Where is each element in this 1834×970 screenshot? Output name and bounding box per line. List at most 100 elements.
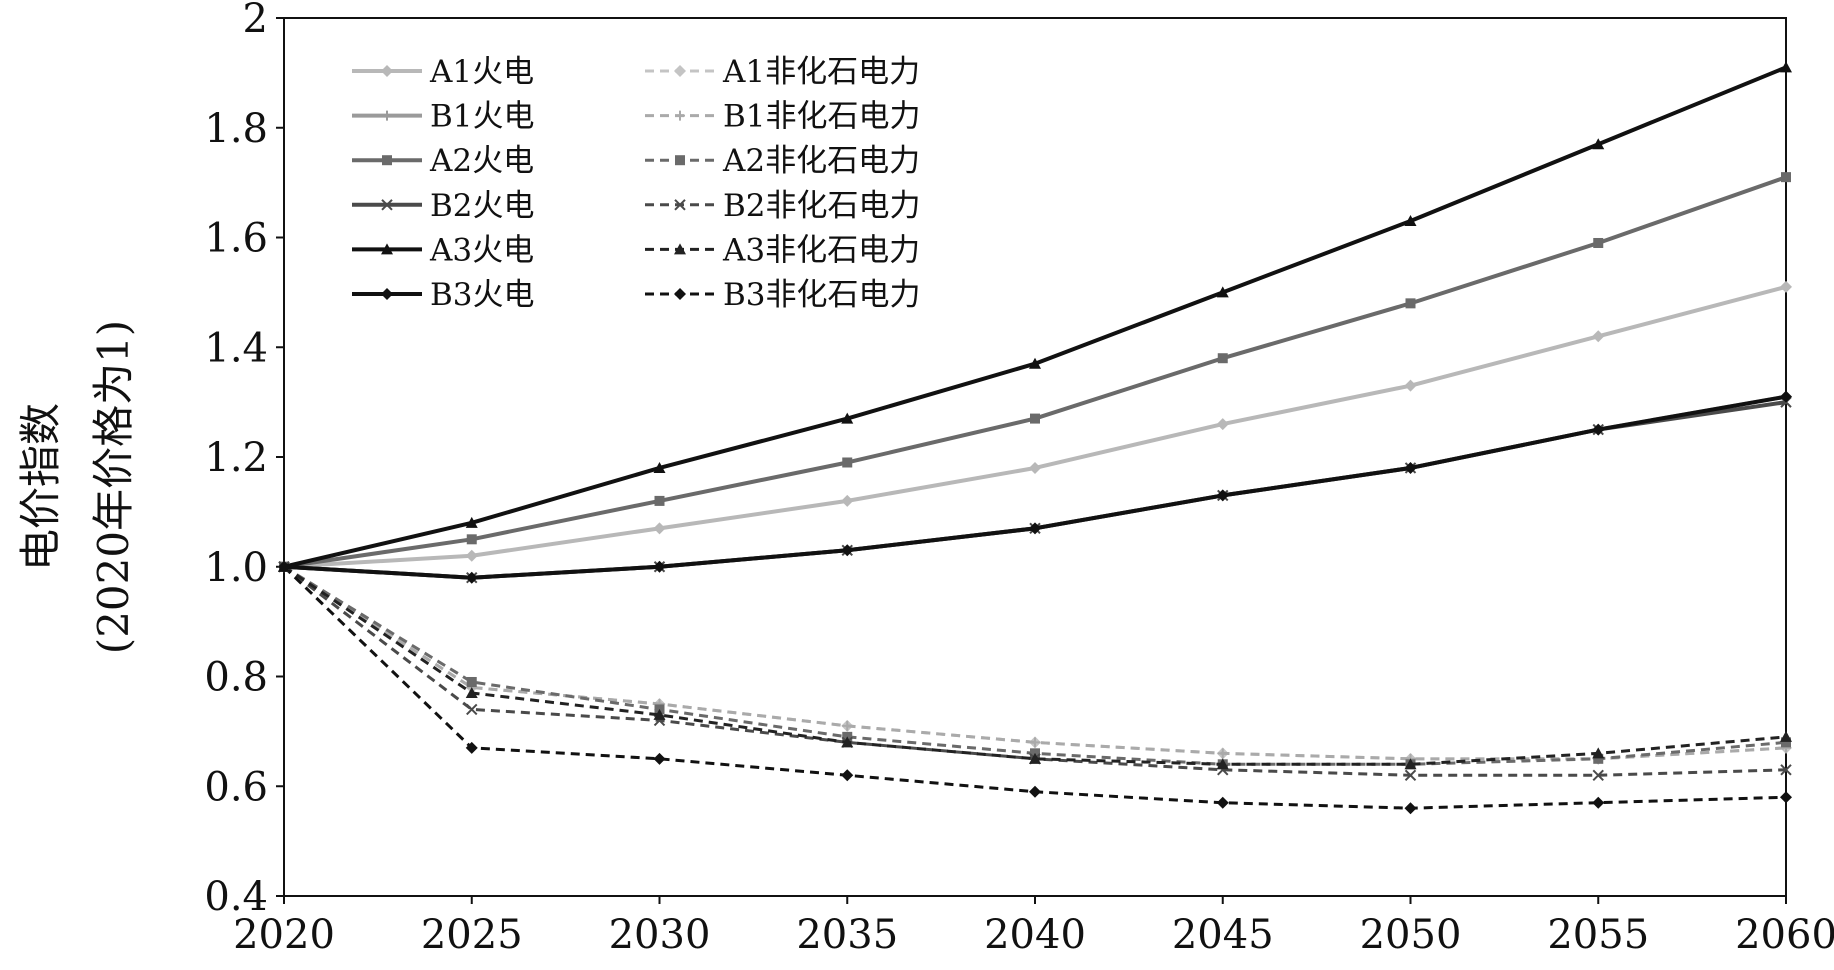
series-8-line bbox=[283, 565, 1787, 761]
series-3-point bbox=[466, 534, 477, 545]
series-5-point bbox=[1780, 61, 1792, 73]
series-6-point bbox=[278, 560, 290, 573]
series-11-line bbox=[283, 565, 1787, 766]
legend-label: A1火电 bbox=[429, 54, 534, 90]
legend-label: B2火电 bbox=[430, 188, 535, 224]
series-11-point bbox=[841, 736, 854, 748]
series-10-point bbox=[466, 703, 478, 716]
series-1-point bbox=[1780, 280, 1792, 293]
legend-marker bbox=[381, 243, 393, 255]
y-tick-label: 2 bbox=[243, 0, 268, 42]
x-axis: 2020 2025 2030 2035 2040 2045 2050 2055 2060 bbox=[233, 896, 1834, 958]
y-axis-title-line2: (2020年价格为1) bbox=[89, 320, 138, 654]
series-12-point bbox=[1780, 791, 1792, 804]
series-3-point bbox=[1217, 353, 1228, 364]
series-11-point bbox=[465, 686, 478, 698]
legend-marker bbox=[381, 65, 393, 77]
series-11-point bbox=[1592, 747, 1605, 759]
legend-item: B3火电 bbox=[352, 277, 535, 313]
series-3-point bbox=[1405, 298, 1416, 309]
legend-marker bbox=[381, 288, 393, 300]
legend-label: A3非化石电力 bbox=[722, 232, 920, 268]
series-12-point bbox=[841, 769, 854, 782]
legend-label: B1非化石电力 bbox=[723, 99, 921, 135]
series-12-point bbox=[1029, 785, 1041, 798]
legend-item: A1非化石电力 bbox=[645, 54, 920, 90]
y-tick-label: 1.0 bbox=[204, 545, 268, 591]
x-tick-label: 2035 bbox=[796, 912, 898, 958]
x-tick-label: 2025 bbox=[421, 912, 523, 958]
series-10-point bbox=[1404, 769, 1417, 781]
y-tick-label: 1.8 bbox=[204, 106, 268, 152]
series-12-point bbox=[653, 752, 666, 765]
legend-label: A2非化石电力 bbox=[722, 143, 920, 179]
series-5-point bbox=[465, 516, 478, 528]
series-1-point bbox=[1216, 418, 1229, 431]
series-1-point bbox=[1592, 330, 1605, 343]
legend-label: A3火电 bbox=[429, 232, 534, 268]
series-8-point bbox=[1030, 737, 1040, 748]
legend-marker bbox=[674, 65, 686, 77]
legend-item: A3火电 bbox=[352, 232, 534, 268]
y-axis: 0.4 0.6 0.8 1.0 1.2 1.4 1.6 1.8 2 bbox=[204, 0, 284, 920]
x-tick-label: 2050 bbox=[1360, 912, 1462, 958]
series-5-point bbox=[1592, 138, 1605, 150]
series-11-point bbox=[653, 708, 666, 720]
series-1-point bbox=[841, 494, 854, 507]
series-3-point bbox=[1593, 237, 1604, 248]
series-6-point bbox=[841, 544, 854, 557]
legend-item: A1火电 bbox=[352, 54, 534, 90]
legend-marker bbox=[382, 155, 392, 166]
series-1-point bbox=[1029, 461, 1041, 474]
series-5-point bbox=[841, 412, 854, 424]
legend-marker bbox=[674, 243, 686, 255]
legend-label: B3火电 bbox=[430, 277, 535, 313]
legend-item: A2非化石电力 bbox=[645, 143, 920, 179]
y-tick-label: 0.8 bbox=[204, 655, 268, 701]
x-tick-label: 2030 bbox=[609, 912, 711, 958]
legend-item: B1火电 bbox=[352, 99, 535, 135]
x-tick-label: 2020 bbox=[233, 912, 335, 958]
series-12-point bbox=[1216, 796, 1229, 809]
x-tick-label: 2060 bbox=[1735, 912, 1834, 958]
series-10-point bbox=[1592, 769, 1604, 781]
y-tick-label: 1.6 bbox=[204, 216, 268, 262]
series-11-point bbox=[1780, 730, 1792, 742]
legend: A1火电 B1火电 A2火电 B2火电 A3火电 B3火电 A1非化石电力 B1非化石电力 A2… bbox=[352, 54, 921, 313]
series-5 bbox=[278, 61, 1792, 572]
series-6-point bbox=[465, 571, 478, 584]
x-tick-label: 2055 bbox=[1547, 912, 1649, 958]
legend-marker bbox=[674, 288, 686, 300]
y-tick-label: 1.2 bbox=[204, 435, 268, 481]
series-10-point bbox=[1780, 764, 1792, 776]
y-axis-title: 电价指数 (2020年价格为1) bbox=[16, 320, 138, 654]
legend-marker bbox=[675, 155, 685, 166]
series-5-point bbox=[1216, 286, 1229, 298]
series-11-point bbox=[1216, 758, 1229, 770]
legend-marker bbox=[674, 199, 686, 211]
series-6-point bbox=[1592, 423, 1605, 436]
series-11 bbox=[278, 560, 1792, 770]
series-1-point bbox=[1404, 379, 1417, 392]
series-12-point bbox=[465, 741, 478, 754]
series-6-point bbox=[1029, 522, 1041, 535]
series-3-point bbox=[654, 495, 665, 506]
y-axis-title-line1: 电价指数 bbox=[16, 403, 65, 571]
legend-marker bbox=[675, 110, 685, 121]
series-3-point bbox=[1781, 172, 1791, 183]
series-5-point bbox=[1029, 357, 1041, 369]
series-6 bbox=[278, 390, 1792, 584]
series-5-point bbox=[1404, 215, 1417, 227]
series-11-point bbox=[1404, 758, 1417, 770]
series-6-point bbox=[1216, 489, 1229, 502]
series-1-point bbox=[465, 549, 478, 562]
legend-item: A2火电 bbox=[352, 143, 534, 179]
legend-label: A2火电 bbox=[429, 143, 534, 179]
y-tick-label: 1.4 bbox=[204, 325, 268, 371]
legend-item: B3非化石电力 bbox=[645, 277, 921, 313]
legend-item: B2非化石电力 bbox=[645, 188, 921, 224]
legend-marker bbox=[382, 110, 392, 121]
series-8-point bbox=[1217, 748, 1228, 759]
y-tick-label: 0.6 bbox=[204, 764, 268, 810]
